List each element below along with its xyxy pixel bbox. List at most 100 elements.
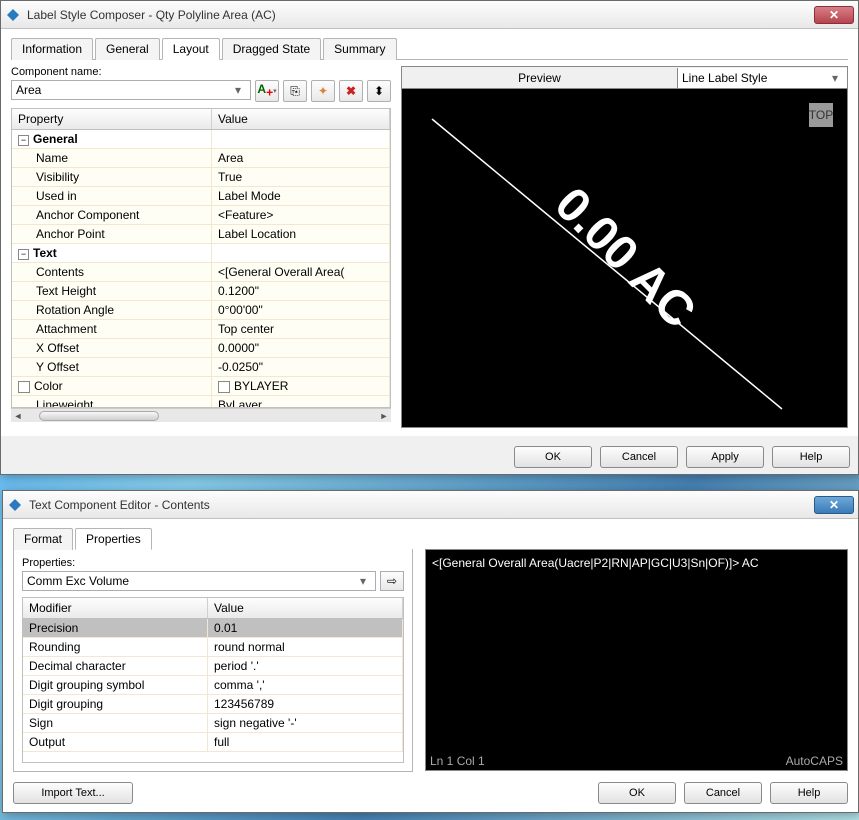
mod-value[interactable]: 0.01	[208, 619, 403, 637]
tab-layout[interactable]: Layout	[162, 38, 220, 60]
collapse-icon[interactable]: −	[18, 249, 29, 260]
cancel-button[interactable]: Cancel	[600, 446, 678, 468]
tab-format[interactable]: Format	[13, 528, 73, 550]
prop-row[interactable]: Anchor PointLabel Location	[12, 225, 390, 244]
modifier-row[interactable]: Decimal characterperiod '.'	[23, 657, 403, 676]
close-button[interactable]: ✕	[814, 496, 854, 514]
prop-value[interactable]: 0.1200"	[212, 282, 390, 300]
prop-row[interactable]: Y Offset-0.0250"	[12, 358, 390, 377]
modifier-row[interactable]: Roundinground normal	[23, 638, 403, 657]
group-general[interactable]: −General	[12, 130, 390, 149]
scroll-thumb[interactable]	[39, 411, 159, 421]
prop-row[interactable]: Text Height0.1200"	[12, 282, 390, 301]
prop-name: Rotation Angle	[36, 303, 114, 317]
prop-row[interactable]: Anchor Component<Feature>	[12, 206, 390, 225]
arrow-right-icon: ⇨	[387, 574, 397, 588]
copy-component-button[interactable]: ⎘	[283, 80, 307, 102]
prop-name: Attachment	[36, 322, 97, 336]
property-grid[interactable]: Property Value −General NameArea Visibil…	[11, 108, 391, 408]
text-editor[interactable]: <[General Overall Area(Uacre|P2|RN|AP|GC…	[425, 549, 848, 771]
order-button[interactable]: ⬍	[367, 80, 391, 102]
caps-mode: AutoCAPS	[786, 754, 843, 768]
preview-style-value: Line Label Style	[682, 71, 767, 85]
label-style-composer-dialog: Label Style Composer - Qty Polyline Area…	[0, 0, 859, 475]
color-checkbox[interactable]	[18, 381, 30, 393]
prop-value[interactable]: Area	[212, 149, 390, 167]
ok-button[interactable]: OK	[598, 782, 676, 804]
prop-row[interactable]: X Offset0.0000"	[12, 339, 390, 358]
modifier-grid[interactable]: Modifier Value Precision0.01 Roundingrou…	[22, 597, 404, 763]
prop-row[interactable]: Attachment Top center	[12, 320, 390, 339]
delete-component-button[interactable]: ✖	[339, 80, 363, 102]
preview-style-dropdown[interactable]: Line Label Style ▾	[677, 68, 847, 88]
prop-row[interactable]: ColorBYLAYER	[12, 377, 390, 396]
help-button[interactable]: Help	[772, 446, 850, 468]
titlebar[interactable]: Text Component Editor - Contents ✕	[3, 491, 858, 519]
prop-value[interactable]: Label Mode	[212, 187, 390, 205]
prop-value[interactable]: Top center	[212, 320, 390, 338]
mod-value[interactable]: period '.'	[208, 657, 403, 675]
prop-row[interactable]: Rotation Angle 0°00'00"	[12, 301, 390, 320]
close-button[interactable]: ✕	[814, 6, 854, 24]
mod-name: Digit grouping symbol	[23, 676, 208, 694]
prop-value[interactable]: True	[212, 168, 390, 186]
prop-value[interactable]: -0.0250"	[212, 358, 390, 376]
help-button[interactable]: Help	[770, 782, 848, 804]
editor-content[interactable]: <[General Overall Area(Uacre|P2|RN|AP|GC…	[432, 556, 759, 570]
tab-summary[interactable]: Summary	[323, 38, 396, 60]
mod-name: Precision	[23, 619, 208, 637]
properties-dropdown[interactable]: Comm Exc Volume ▾	[22, 571, 376, 591]
insert-property-button[interactable]: ⇨	[380, 571, 404, 591]
modifier-row[interactable]: Digit grouping symbolcomma ','	[23, 676, 403, 695]
mod-value[interactable]: sign negative '-'	[208, 714, 403, 732]
prop-value[interactable]: BYLAYER	[212, 377, 390, 395]
prop-value[interactable]: <[General Overall Area(	[212, 263, 390, 281]
prop-value[interactable]: <Feature>	[212, 206, 390, 224]
modifier-row[interactable]: Digit grouping123456789	[23, 695, 403, 714]
mod-value[interactable]: full	[208, 733, 403, 751]
prop-row[interactable]: Used inLabel Mode	[12, 187, 390, 206]
component-name-dropdown[interactable]: Area ▾	[11, 80, 251, 100]
delete-icon: ✖	[346, 84, 356, 98]
prop-row[interactable]: Contents<[General Overall Area(	[12, 263, 390, 282]
ok-button[interactable]: OK	[514, 446, 592, 468]
scroll-left-icon[interactable]: ◄	[11, 410, 25, 422]
titlebar[interactable]: Label Style Composer - Qty Polyline Area…	[1, 1, 858, 29]
collapse-icon[interactable]: −	[18, 135, 29, 146]
property-grid-header: Property Value	[12, 109, 390, 130]
tab-dragged-state[interactable]: Dragged State	[222, 38, 321, 60]
component-name-label: Component name:	[11, 66, 391, 78]
preview-canvas[interactable]: 0.00 AC TOP	[402, 89, 847, 427]
mod-value[interactable]: comma ','	[208, 676, 403, 694]
prop-name: Visibility	[36, 170, 79, 184]
dialog-body: Information General Layout Dragged State…	[1, 29, 858, 436]
prop-row[interactable]: LineweightByLayer	[12, 396, 390, 408]
prop-value[interactable]: 0°00'00"	[212, 301, 390, 319]
scroll-right-icon[interactable]: ►	[377, 410, 391, 422]
prop-row[interactable]: NameArea	[12, 149, 390, 168]
text-component-editor-dialog: Text Component Editor - Contents ✕ Forma…	[2, 490, 859, 813]
mod-value[interactable]: 123456789	[208, 695, 403, 713]
modifier-row[interactable]: Precision0.01	[23, 619, 403, 638]
prop-value[interactable]: 0.0000"	[212, 339, 390, 357]
mod-value[interactable]: round normal	[208, 638, 403, 656]
group-text[interactable]: −Text	[12, 244, 390, 263]
import-text-button[interactable]: Import Text...	[13, 782, 133, 804]
left-column: Component name: Area ▾ A+▾ ⎘ ✦ ✖ ⬍ Prope…	[11, 66, 391, 428]
viewcube-top[interactable]: TOP	[809, 103, 833, 127]
chevron-down-icon: ▾	[355, 574, 371, 588]
highlight-button[interactable]: ✦	[311, 80, 335, 102]
modifier-row[interactable]: Outputfull	[23, 733, 403, 752]
tab-properties[interactable]: Properties	[75, 528, 152, 550]
modifier-row[interactable]: Signsign negative '-'	[23, 714, 403, 733]
tab-information[interactable]: Information	[11, 38, 93, 60]
cancel-button[interactable]: Cancel	[684, 782, 762, 804]
tab-general[interactable]: General	[95, 38, 160, 60]
prop-value[interactable]: Label Location	[212, 225, 390, 243]
window-title: Label Style Composer - Qty Polyline Area…	[27, 8, 814, 22]
prop-value[interactable]: ByLayer	[212, 396, 390, 408]
add-component-button[interactable]: A+▾	[255, 80, 279, 102]
prop-row[interactable]: Visibility True	[12, 168, 390, 187]
apply-button[interactable]: Apply	[686, 446, 764, 468]
horizontal-scrollbar[interactable]: ◄ ►	[11, 408, 391, 422]
